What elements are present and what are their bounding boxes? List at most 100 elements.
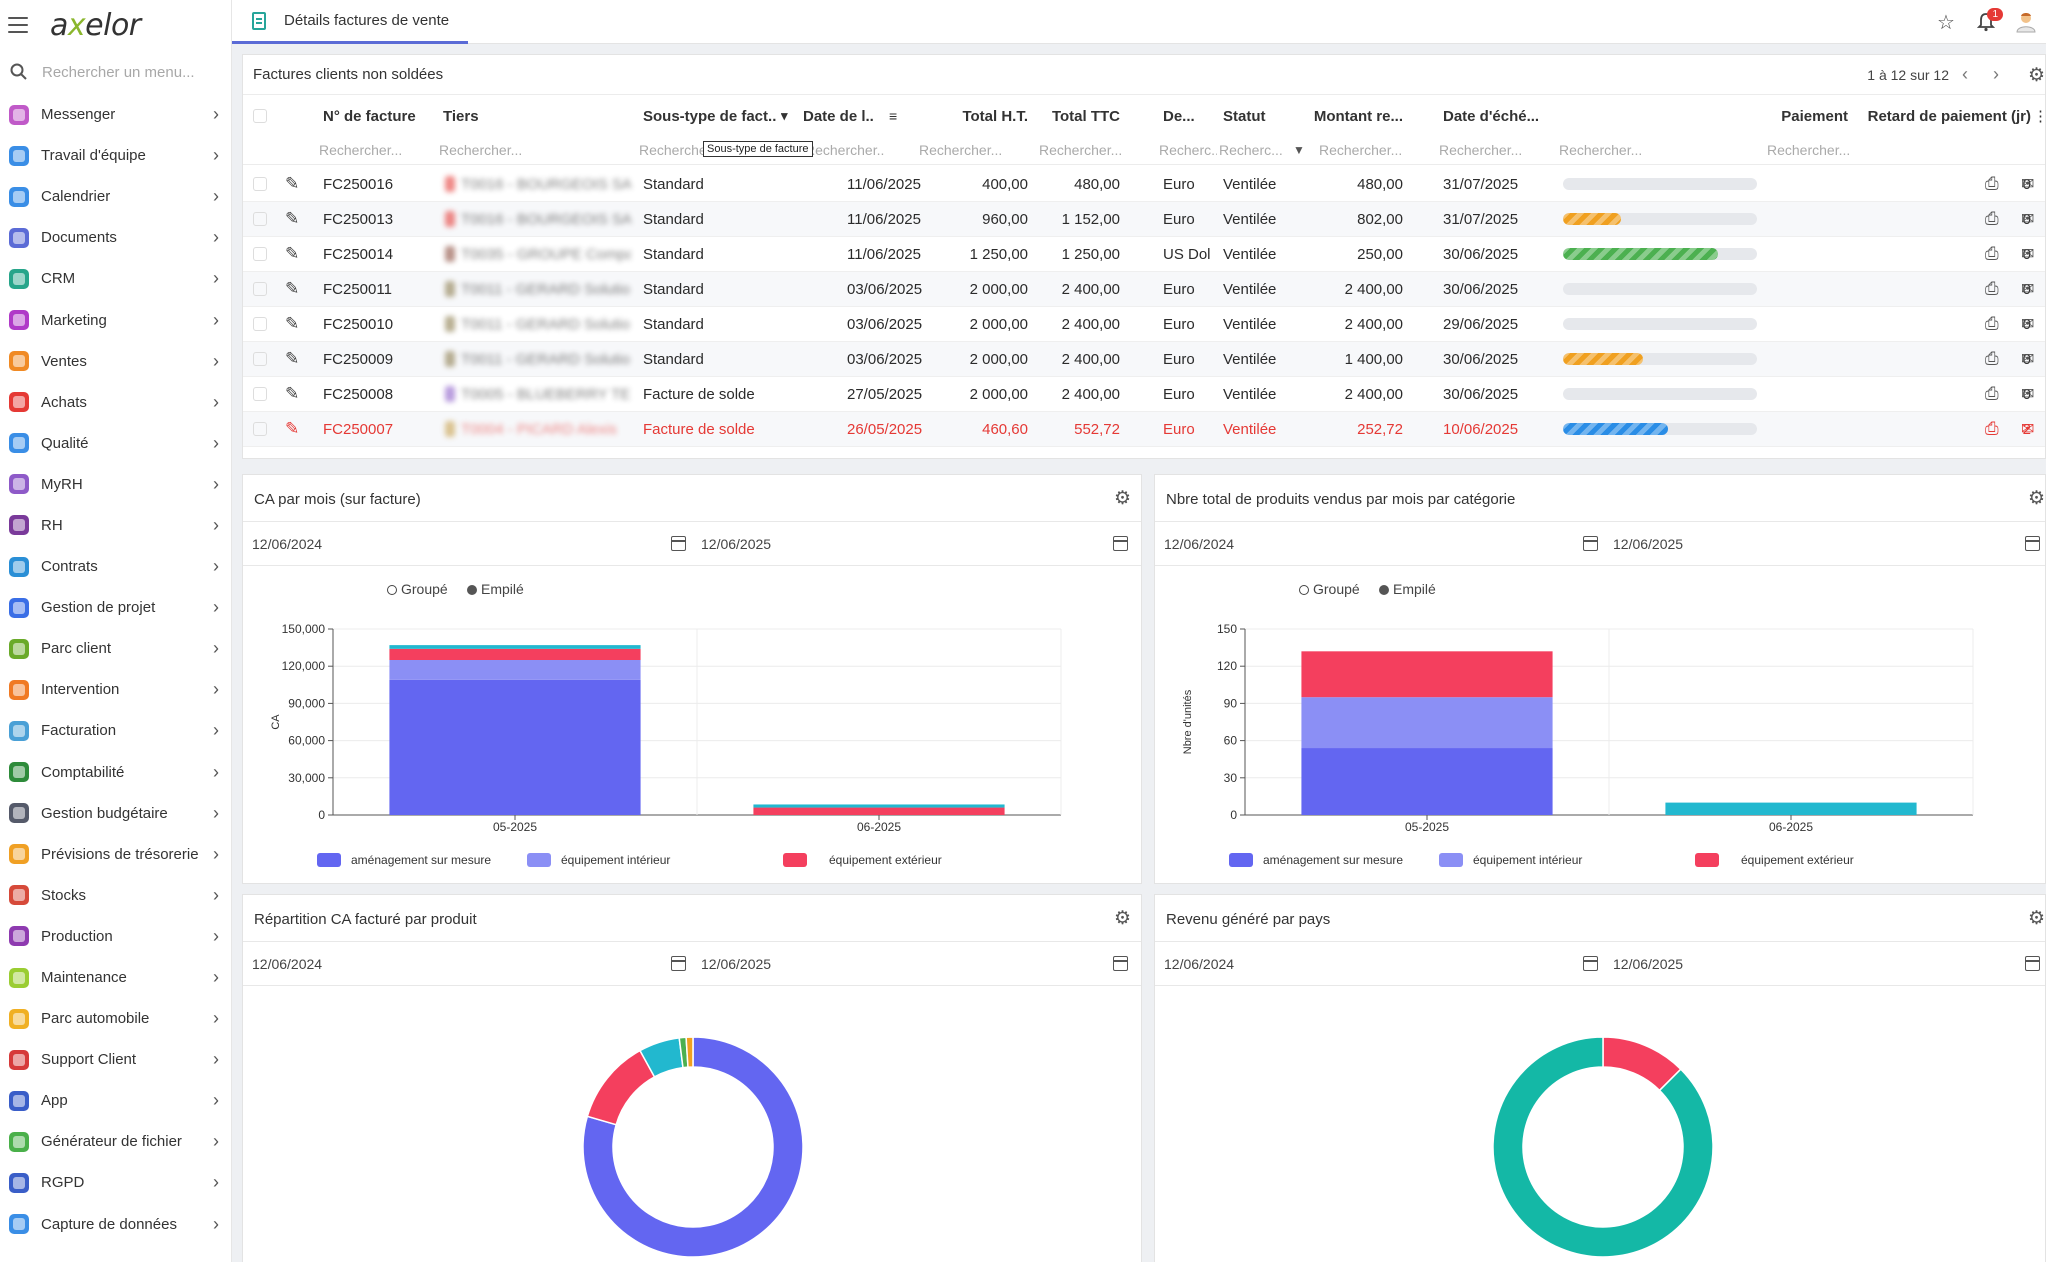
table-row[interactable]: ✎ T0011 - GERARD Solutions FC250011 Standar… (243, 272, 2045, 307)
revenu-pays-settings-gear-icon[interactable]: ⚙ (2027, 908, 2045, 929)
column-filter-input[interactable]: Recherc... (1219, 141, 1283, 158)
produits-vendus-settings-gear-icon[interactable]: ⚙ (2027, 488, 2045, 509)
column-header[interactable]: N° de facture (323, 107, 416, 125)
row-checkbox[interactable] (253, 212, 267, 226)
email-icon[interactable]: ✉ (2021, 386, 2035, 403)
email-icon[interactable]: ✉ (2021, 421, 2035, 438)
sidebar-item[interactable]: Production › (0, 916, 231, 957)
email-icon[interactable]: ✉ (2021, 211, 2035, 228)
column-filter-input[interactable]: Rechercher... (1439, 141, 1523, 158)
column-filter-input[interactable]: Rechercher... (919, 141, 1003, 158)
edit-pencil-icon[interactable]: ✎ (285, 349, 300, 368)
column-header[interactable]: Montant re... (1313, 107, 1403, 125)
sidebar-item[interactable]: Travail d'équipe › (0, 135, 231, 176)
email-icon[interactable]: ✉ (2021, 246, 2035, 263)
sidebar-item[interactable]: Comptabilité › (0, 752, 231, 793)
select-all-checkbox[interactable] (253, 109, 267, 123)
sort-dropdown-icon[interactable]: ▾ (781, 108, 788, 123)
sidebar-item[interactable]: Parc client › (0, 628, 231, 669)
row-checkbox[interactable] (253, 422, 267, 436)
ca-par-mois-date-to[interactable]: 12/06/2025 (701, 536, 772, 552)
ca-par-mois-settings-gear-icon[interactable]: ⚙ (1113, 488, 1131, 509)
tiers-cell[interactable]: T0011 - GERARD Solutions (461, 280, 631, 298)
column-header[interactable]: Tiers (443, 107, 479, 125)
calendar-icon[interactable] (2025, 956, 2040, 971)
column-header[interactable]: Sous-type de fact.. (643, 107, 777, 125)
produits-vendus-date-from[interactable]: 12/06/2024 (1164, 536, 1235, 552)
groupe-radio[interactable]: Groupé (1299, 581, 1360, 597)
print-icon[interactable]: ⎙ (1985, 174, 1999, 193)
column-filter-input[interactable]: Rechercher... (1767, 141, 1851, 158)
tiers-cell[interactable]: T0011 - GERARD Solutions (461, 350, 631, 368)
print-icon[interactable]: ⎙ (1985, 314, 1999, 333)
column-header[interactable]: Date d'éché... (1443, 107, 1540, 125)
sidebar-item[interactable]: RGPD › (0, 1162, 231, 1203)
edit-pencil-icon[interactable]: ✎ (285, 419, 300, 438)
row-checkbox[interactable] (253, 387, 267, 401)
sidebar-item[interactable]: Facturation › (0, 710, 231, 751)
edit-pencil-icon[interactable]: ✎ (285, 384, 300, 403)
sidebar-item[interactable]: Parc automobile › (0, 998, 231, 1039)
column-filter-input[interactable]: Rechercher... (1319, 141, 1403, 158)
column-filter-input[interactable]: Rechercher... (639, 141, 711, 158)
sidebar-item[interactable]: Prévisions de trésorerie › (0, 834, 231, 875)
sidebar-item[interactable]: Gestion budgétaire › (0, 793, 231, 834)
ca-par-mois-date-from[interactable]: 12/06/2024 (252, 536, 323, 552)
table-row[interactable]: ✎ T0011 - GERARD Solutions FC250010 Standar… (243, 307, 2045, 342)
edit-pencil-icon[interactable]: ✎ (285, 314, 300, 333)
row-checkbox[interactable] (253, 177, 267, 191)
prev-page-icon[interactable]: ‹ (1962, 64, 1968, 84)
next-page-icon[interactable]: › (1993, 64, 1999, 84)
sidebar-item[interactable]: App › (0, 1080, 231, 1121)
table-row[interactable]: ✎ T0011 - GERARD Solutions FC250009 Standar… (243, 342, 2045, 377)
tab-details-factures[interactable]: Détails factures de vente (232, 0, 468, 44)
status-filter-dropdown-icon[interactable]: ▼ (1293, 142, 1305, 157)
email-icon[interactable]: ✉ (2021, 176, 2035, 193)
row-checkbox[interactable] (253, 282, 267, 296)
column-filter-input[interactable]: Rechercher... (1039, 141, 1123, 158)
tiers-cell[interactable]: T0005 - BLUEBERRY TELE (461, 385, 631, 403)
calendar-icon[interactable] (671, 956, 686, 971)
sort-icon[interactable]: ≡ (889, 108, 898, 124)
edit-pencil-icon[interactable]: ✎ (285, 279, 300, 298)
tiers-cell[interactable]: T0035 - GROUPE Company (461, 245, 631, 263)
sidebar-item[interactable]: Générateur de fichier › (0, 1121, 231, 1162)
print-icon[interactable]: ⎙ (1985, 209, 1999, 228)
groupe-radio[interactable]: Groupé (387, 581, 448, 597)
edit-pencil-icon[interactable]: ✎ (285, 209, 300, 228)
tiers-cell[interactable]: T0016 - BOURGEOIS SAS (461, 210, 631, 228)
sidebar-item[interactable]: Qualité › (0, 423, 231, 464)
column-header[interactable]: Date de l.. (803, 107, 874, 125)
column-filter-input[interactable]: Rechercher... (439, 141, 523, 158)
column-filter-input[interactable]: Rechercher... (319, 141, 403, 158)
sidebar-item[interactable]: MyRH › (0, 464, 231, 505)
edit-pencil-icon[interactable]: ✎ (285, 174, 300, 193)
sidebar-item[interactable]: Support Client › (0, 1039, 231, 1080)
table-row[interactable]: ✎ T0016 - BOURGEOIS SAS FC250016 Standard 11… (243, 167, 2045, 202)
sidebar-item[interactable]: Achats › (0, 382, 231, 423)
calendar-icon[interactable] (671, 536, 686, 551)
column-header[interactable]: De... (1163, 107, 1195, 125)
repartition-ca-date-from[interactable]: 12/06/2024 (252, 956, 323, 972)
sidebar-item[interactable]: Maintenance › (0, 957, 231, 998)
table-row[interactable]: ✎ T0035 - GROUPE Company FC250014 Standard 1… (243, 237, 2045, 272)
menu-search-input[interactable] (42, 63, 212, 81)
row-checkbox[interactable] (253, 247, 267, 261)
row-checkbox[interactable] (253, 317, 267, 331)
tiers-cell[interactable]: T0011 - GERARD Solutions (461, 315, 631, 333)
sidebar-item[interactable]: Marketing › (0, 299, 231, 340)
sidebar-item[interactable]: Gestion de projet › (0, 587, 231, 628)
produits-vendus-date-to[interactable]: 12/06/2025 (1613, 536, 1684, 552)
favorite-star-icon[interactable]: ☆ (1937, 11, 1955, 34)
column-filter-input[interactable]: Recherc... (1159, 141, 1217, 158)
print-icon[interactable]: ⎙ (1985, 279, 1999, 298)
user-avatar-icon[interactable] (2006, 0, 2046, 44)
column-header[interactable]: Retard de paiement (jr) (1867, 107, 2031, 125)
print-icon[interactable]: ⎙ (1985, 419, 1999, 438)
sidebar-item[interactable]: RH › (0, 505, 231, 546)
revenu-pays-date-to[interactable]: 12/06/2025 (1613, 956, 1684, 972)
repartition-ca-date-to[interactable]: 12/06/2025 (701, 956, 772, 972)
column-header[interactable]: Paiement (1781, 107, 1848, 125)
axelor-logo[interactable]: axelor (50, 7, 141, 43)
grid-settings-gear-icon[interactable]: ⚙ (2027, 65, 2045, 86)
